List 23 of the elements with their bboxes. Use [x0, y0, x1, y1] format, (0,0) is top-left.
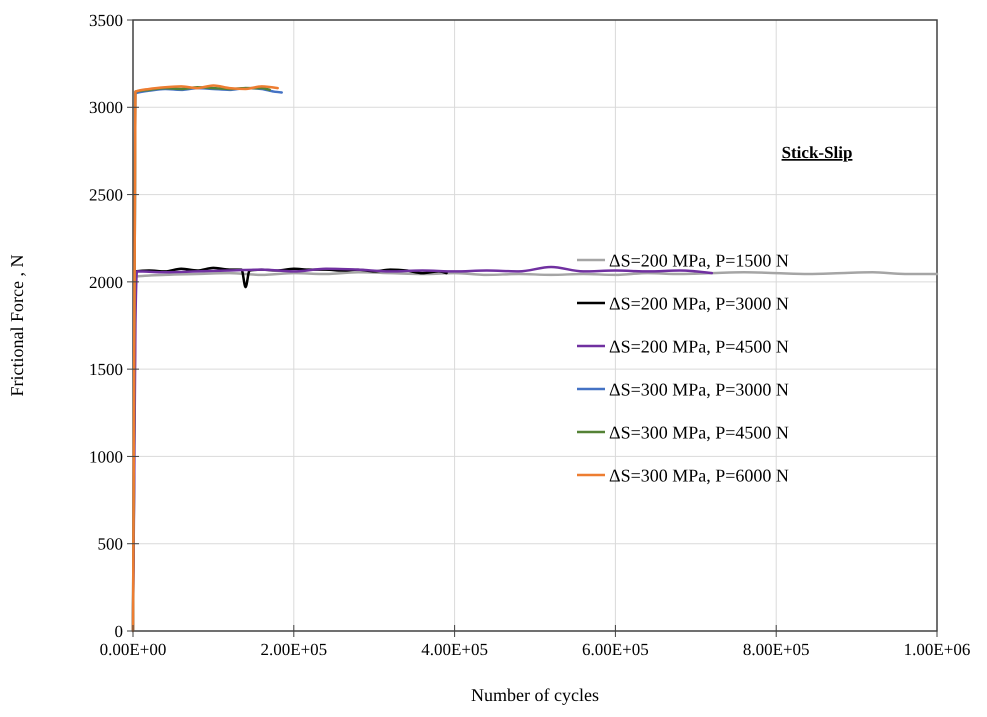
- x-tick-label: 1.00E+06: [904, 640, 970, 659]
- annotation: Stick-Slip: [782, 143, 852, 162]
- x-tick-label: 8.00E+05: [742, 640, 810, 659]
- legend-label: ΔS=200 MPa, P=4500 N: [609, 336, 789, 356]
- y-tick-label: 3000: [89, 98, 123, 118]
- legend-label: ΔS=300 MPa, P=4500 N: [609, 422, 789, 442]
- y-tick-label: 2000: [89, 272, 123, 292]
- x-axis-title: Number of cycles: [471, 685, 599, 705]
- y-tick-label: 500: [98, 534, 123, 554]
- y-tick-label: 1500: [89, 360, 123, 380]
- x-tick-label: 0.00E+00: [100, 640, 166, 659]
- x-tick-label: 2.00E+05: [260, 640, 328, 659]
- y-axis-title: Frictional Force , N: [7, 254, 27, 396]
- x-tick-label: 4.00E+05: [421, 640, 488, 659]
- y-tick-label: 2500: [89, 186, 123, 205]
- y-tick-label: 1000: [89, 447, 123, 466]
- legend-label: ΔS=200 MPa, P=1500 N: [609, 250, 789, 270]
- legend-label: ΔS=300 MPa, P=6000 N: [609, 465, 789, 486]
- y-tick-label: 3500: [89, 10, 123, 30]
- legend-label: ΔS=200 MPa, P=3000 N: [609, 293, 789, 314]
- y-tick-label: 0: [114, 622, 123, 641]
- legend-label: ΔS=300 MPa, P=3000 N: [609, 379, 789, 400]
- x-tick-label: 6.00E+05: [582, 640, 649, 659]
